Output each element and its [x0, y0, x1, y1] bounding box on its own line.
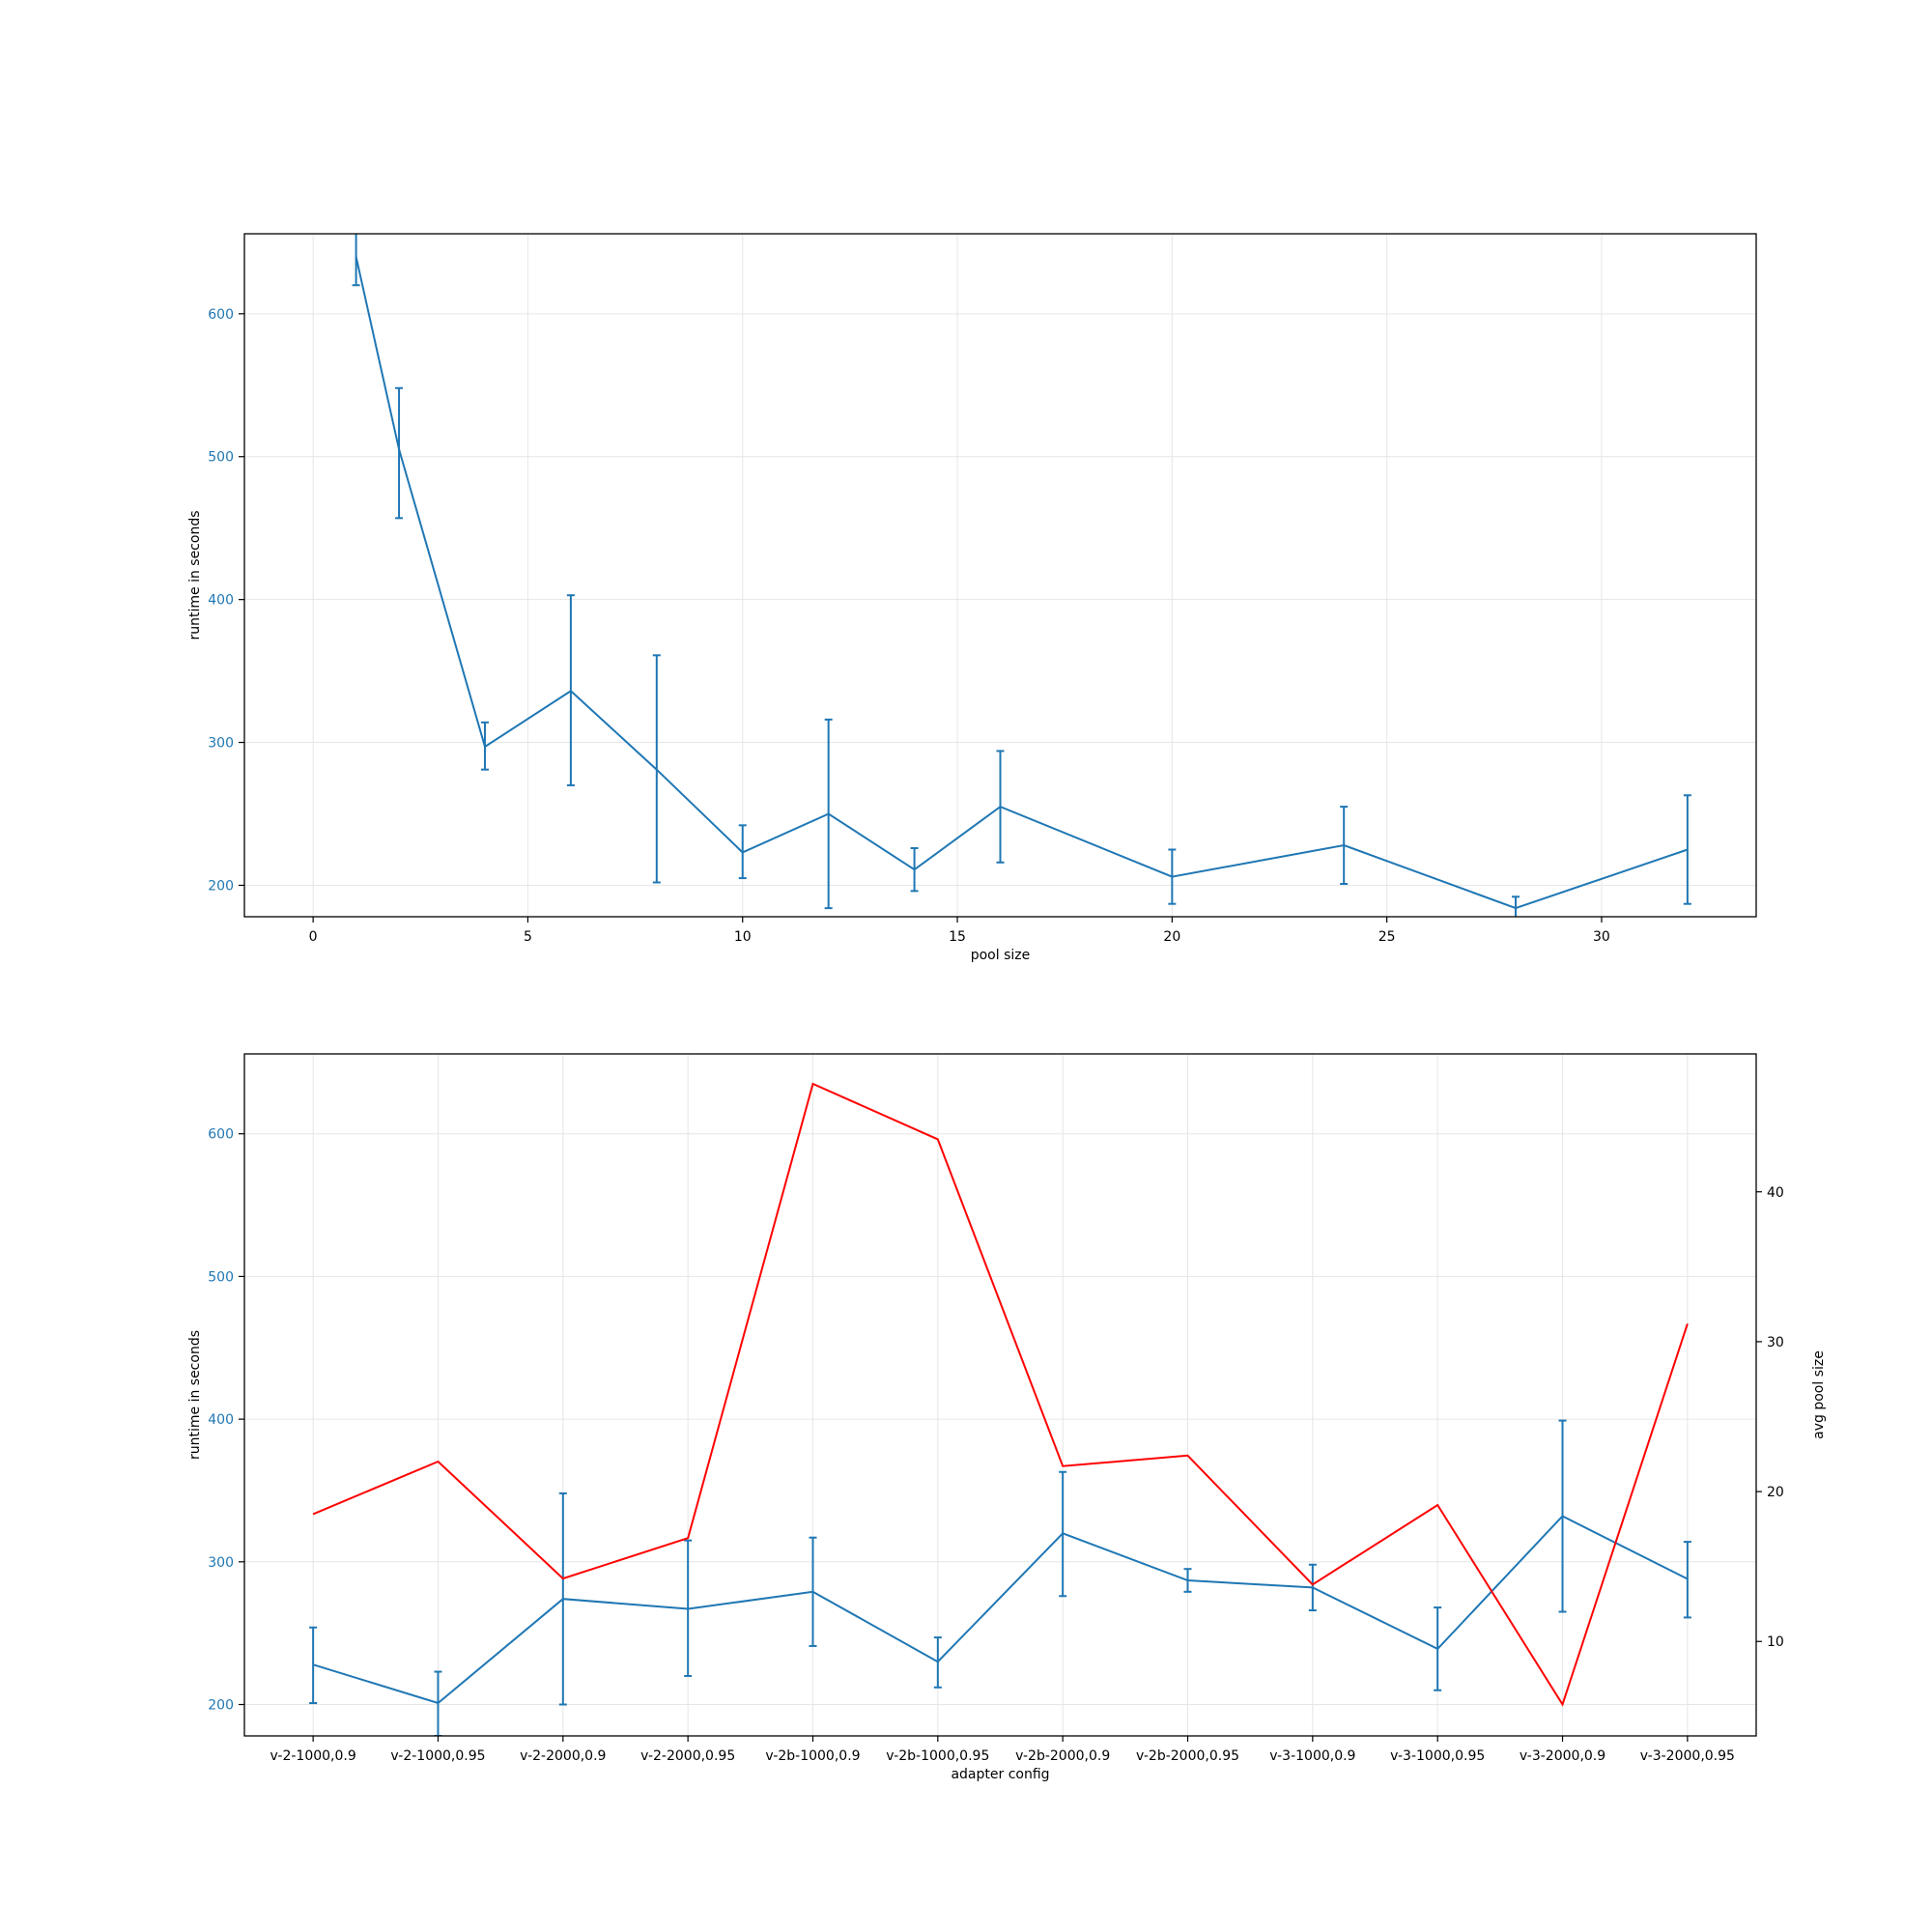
y2-tick-label: 40	[1767, 1185, 1784, 1201]
x-tick-label: v-3-1000,0.9	[1269, 1748, 1355, 1764]
x-tick-label: v-2-2000,0.9	[520, 1748, 606, 1764]
series-line	[312, 1082, 1689, 1707]
x-axis-label: adapter config	[951, 1767, 1049, 1782]
x-tick-label: 25	[1378, 929, 1396, 945]
x-tick-label: 5	[524, 929, 532, 945]
plot-frame	[243, 1053, 1757, 1737]
y-axis-label: runtime in seconds	[187, 1330, 203, 1460]
y-tick-label: 400	[208, 593, 234, 609]
x-tick-label: v-2b-1000,0.95	[886, 1748, 989, 1764]
y-tick-label: 400	[208, 1412, 234, 1428]
x-tick-label: v-2-2000,0.95	[640, 1748, 735, 1764]
x-tick-label: 0	[309, 929, 318, 945]
plot-frame	[243, 233, 1757, 918]
x-tick-label: 15	[949, 929, 966, 945]
x-tick-label: v-2-1000,0.95	[390, 1748, 485, 1764]
y2-tick-label: 10	[1767, 1634, 1784, 1650]
y-tick-label: 300	[208, 1555, 234, 1571]
y-axis-label: runtime in seconds	[187, 510, 203, 639]
x-tick-label: v-3-2000,0.9	[1520, 1748, 1605, 1764]
series-line	[355, 256, 1689, 910]
y-tick-label: 200	[208, 878, 234, 894]
y-tick-label: 300	[208, 736, 234, 752]
x-tick-label: v-3-1000,0.95	[1390, 1748, 1485, 1764]
series-line	[312, 1515, 1689, 1705]
x-tick-label: 20	[1163, 929, 1180, 945]
y2-axis-label: avg pool size	[1811, 1350, 1827, 1439]
y-tick-label: 600	[208, 307, 234, 323]
x-tick-label: v-2b-1000,0.9	[765, 1748, 860, 1764]
y-tick-label: 600	[208, 1127, 234, 1143]
x-tick-label: v-3-2000,0.95	[1640, 1748, 1735, 1764]
x-tick-label: v-2-1000,0.9	[270, 1748, 356, 1764]
x-tick-label: v-2b-2000,0.9	[1015, 1748, 1110, 1764]
x-tick-label: 30	[1593, 929, 1610, 945]
x-tick-label: v-2b-2000,0.95	[1136, 1748, 1239, 1764]
y-tick-label: 500	[208, 1269, 234, 1285]
x-axis-label: pool size	[971, 948, 1031, 963]
y2-tick-label: 30	[1767, 1335, 1784, 1350]
x-tick-label: 10	[734, 929, 752, 945]
y-tick-label: 500	[208, 450, 234, 466]
y2-tick-label: 20	[1767, 1485, 1784, 1500]
y-tick-label: 200	[208, 1698, 234, 1714]
